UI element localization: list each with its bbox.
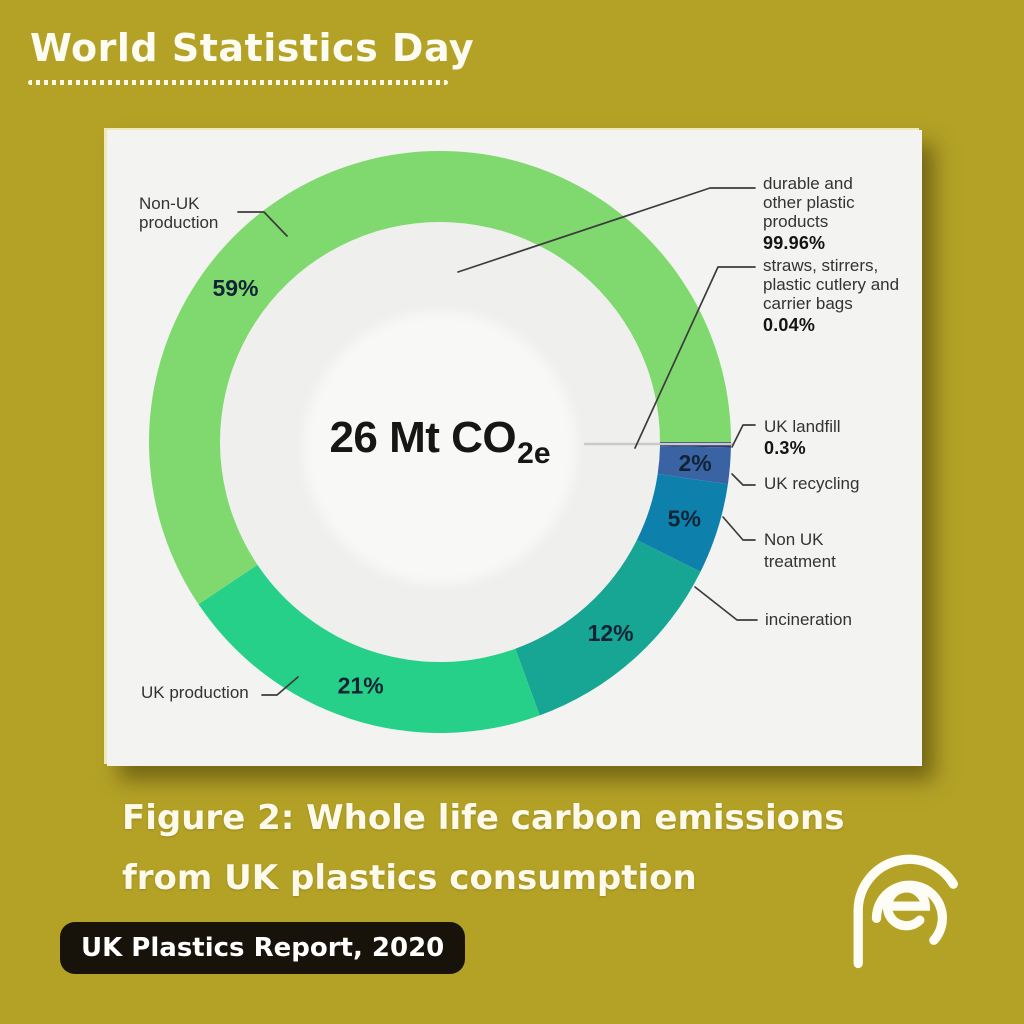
callout-uk-production: UK production (141, 683, 249, 702)
segment-percent-label: 59% (212, 275, 258, 301)
leader-lines (237, 187, 758, 696)
leader-incineration (694, 586, 758, 621)
callout-non-uk-treatment: Non UK treatment (764, 530, 836, 571)
title-dotted-underline (28, 80, 448, 85)
logo-e-glyph (882, 883, 931, 931)
donut-segment-4 (198, 564, 540, 733)
callout-uk-recycling: UK recycling (764, 474, 860, 493)
segment-percent-label: 5% (668, 506, 701, 532)
total-subscript: 2e (517, 437, 551, 470)
logo-middle-arc (871, 880, 948, 945)
donut-inner-disc (304, 312, 576, 584)
callout-uk-landfill-pct: 0.3% (764, 438, 806, 458)
page-title: World Statistics Day (30, 26, 475, 70)
donut-segment-2 (636, 473, 728, 572)
leader-non-uk-treatment (722, 516, 756, 541)
donut-segment-1 (657, 446, 731, 485)
leader-uk-production (261, 676, 299, 696)
leader-uk-landfill (731, 424, 756, 448)
figure-caption-line1: Figure 2: Whole life carbon emissions (122, 798, 845, 838)
spiral-e-logo (853, 854, 958, 969)
logo-outer-arc (853, 854, 958, 969)
chart-card: 2% 5% 12% 21% 59% 26 Mt CO2e Non-UK producti… (107, 130, 922, 766)
leader-straws (634, 266, 756, 449)
source-badge: UK Plastics Report, 2020 (60, 922, 466, 974)
donut-segment-5 (149, 150, 732, 605)
donut-center-total: 26 Mt CO2e (240, 413, 640, 470)
leader-non-uk-production (237, 211, 288, 237)
donut-chart: 2% 5% 12% 21% 59% (149, 150, 758, 733)
donut-segments (149, 150, 732, 733)
callout-straws: straws, stirrers, plastic cutlery and ca… (763, 256, 903, 335)
segment-percent-label: 12% (588, 620, 634, 646)
callout-straws-pct: 0.04% (763, 315, 816, 335)
callout-uk-landfill: UK landfill 0.3% (764, 417, 894, 458)
donut-segment-3 (515, 540, 701, 716)
callout-straws-label: straws, stirrers, plastic cutlery and ca… (763, 256, 900, 313)
callout-durable-label: durable and other plastic products (763, 174, 855, 231)
callout-non-uk-production: Non-UK production (139, 194, 219, 232)
callout-incineration: incineration (765, 610, 852, 629)
segment-percent-label: 2% (678, 450, 711, 476)
leader-uk-recycling (731, 473, 756, 486)
leader-durable (457, 187, 756, 273)
callout-durable-pct: 99.96% (763, 233, 826, 253)
segment-percent-label: 21% (338, 672, 384, 698)
figure-caption-line2: from UK plastics consumption (122, 858, 697, 898)
ring-labels: 2% 5% 12% 21% 59% (212, 275, 711, 699)
callout-durable-products: durable and other plastic products 99.96… (763, 174, 881, 253)
total-value: 26 Mt CO (329, 413, 517, 462)
callout-uk-landfill-label: UK landfill (764, 417, 841, 436)
